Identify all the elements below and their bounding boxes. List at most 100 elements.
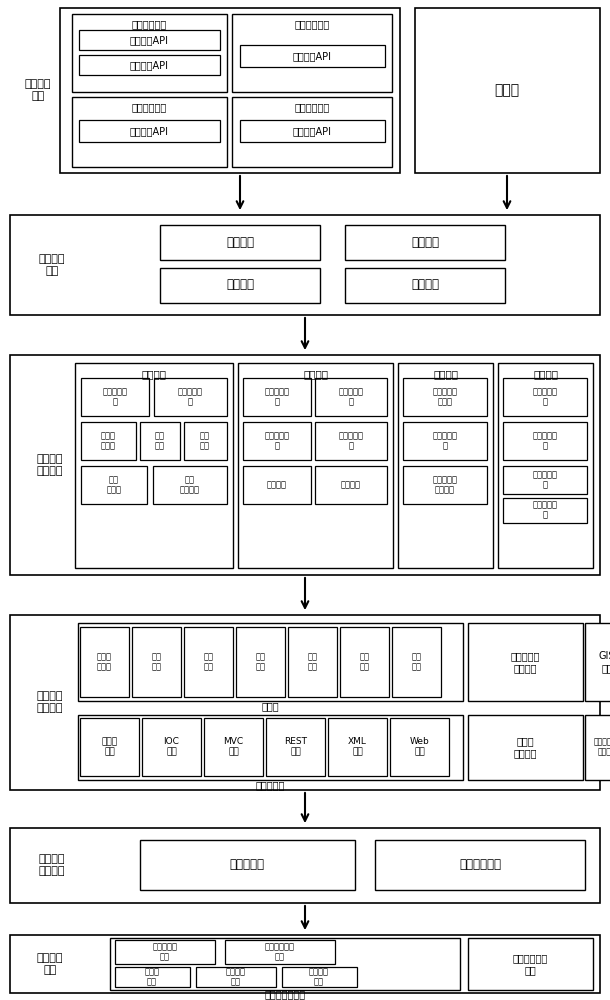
Bar — [160, 268, 320, 303]
Bar — [345, 225, 505, 260]
Text: 提取属
性信息: 提取属 性信息 — [101, 431, 115, 451]
Bar — [184, 627, 233, 697]
Bar — [340, 627, 389, 697]
Text: 获取统计数
据: 获取统计数 据 — [533, 431, 558, 451]
Bar — [10, 828, 600, 903]
Bar — [282, 967, 357, 987]
Text: 数据管理
缓存: 数据管理 缓存 — [39, 254, 65, 276]
Bar — [78, 715, 463, 780]
Text: 文件系统管理
实现: 文件系统管理 实现 — [512, 953, 548, 975]
Bar — [398, 363, 493, 568]
Bar — [390, 718, 449, 776]
Text: 触发器: 触发器 — [495, 83, 520, 97]
Text: 更新
数据: 更新 数据 — [200, 431, 210, 451]
Text: 数据库访问: 数据库访问 — [229, 858, 265, 871]
Text: 加载检索策
略: 加载检索策 略 — [339, 387, 364, 407]
Bar — [415, 8, 600, 173]
Bar — [140, 422, 180, 460]
Bar — [468, 623, 583, 701]
Text: 文件
装配: 文件 装配 — [359, 652, 370, 672]
Bar — [232, 97, 392, 167]
Bar — [392, 627, 441, 697]
Bar — [315, 466, 387, 504]
Bar — [10, 615, 600, 790]
Bar — [81, 422, 136, 460]
Bar — [142, 718, 201, 776]
Text: 文件系统访问: 文件系统访问 — [459, 858, 501, 871]
Bar — [140, 840, 355, 890]
Text: 数据管理
资源: 数据管理 资源 — [25, 79, 51, 101]
Text: Web
容器: Web 容器 — [410, 737, 429, 757]
Bar — [132, 627, 181, 697]
Text: 统计分析数
据: 统计分析数 据 — [533, 500, 558, 520]
Bar — [403, 378, 487, 416]
Text: 分布式流程
调度服务: 分布式流程 调度服务 — [511, 651, 540, 673]
Text: 建立
索引: 建立 索引 — [155, 431, 165, 451]
Bar — [80, 627, 129, 697]
Bar — [160, 225, 320, 260]
Bar — [266, 718, 325, 776]
Bar — [79, 55, 220, 75]
Bar — [79, 30, 220, 50]
Bar — [153, 466, 227, 504]
Bar — [345, 268, 505, 303]
Bar — [10, 355, 600, 575]
Text: 数据管理
数据访问: 数据管理 数据访问 — [39, 854, 65, 876]
Bar — [503, 422, 587, 460]
Text: 解析统计条
件: 解析统计条 件 — [533, 387, 558, 407]
Text: 数据管理
基础服务: 数据管理 基础服务 — [37, 691, 63, 713]
Bar — [60, 8, 400, 173]
Text: 数据提取: 数据提取 — [433, 369, 458, 379]
Text: 文件
验证: 文件 验证 — [256, 652, 265, 672]
Bar — [243, 466, 311, 504]
Text: 数据归档: 数据归档 — [142, 369, 167, 379]
Bar — [75, 363, 233, 568]
Bar — [238, 363, 393, 568]
Text: 数据统计API: 数据统计API — [293, 126, 332, 136]
Bar — [81, 378, 149, 416]
Text: 读取数据文
件: 读取数据文 件 — [432, 431, 458, 451]
Text: 空间数据
模型: 空间数据 模型 — [309, 967, 329, 987]
Text: 分发缓存: 分发缓存 — [411, 235, 439, 248]
Text: 第三方框架: 第三方框架 — [256, 780, 285, 790]
Bar — [468, 715, 583, 780]
Text: 数据检索API: 数据检索API — [293, 51, 332, 61]
Bar — [288, 627, 337, 697]
Bar — [503, 466, 587, 494]
Bar — [315, 422, 387, 460]
Bar — [403, 466, 487, 504]
Bar — [503, 498, 587, 523]
Bar — [315, 378, 387, 416]
Bar — [240, 45, 385, 67]
Text: 软插件
总线服务: 软插件 总线服务 — [514, 736, 537, 758]
Bar — [81, 466, 147, 504]
Bar — [79, 120, 220, 142]
Bar — [503, 378, 587, 416]
Text: 命令缓存: 命令缓存 — [411, 278, 439, 292]
Text: 提取数据: 提取数据 — [341, 481, 361, 489]
Text: 数据提取API: 数据提取API — [130, 126, 169, 136]
Bar — [243, 378, 311, 416]
Text: 目录数据
模型: 目录数据 模型 — [226, 967, 246, 987]
Text: 检索数据存
储位置: 检索数据存 储位置 — [432, 387, 458, 407]
Text: 数据管理
业务服务: 数据管理 业务服务 — [37, 454, 63, 476]
Bar — [110, 938, 460, 990]
Text: 建立索引API: 建立索引API — [130, 35, 169, 45]
Bar — [184, 422, 227, 460]
Bar — [72, 14, 227, 92]
Text: 浏览数据: 浏览数据 — [267, 481, 287, 489]
Text: XML
框架: XML 框架 — [348, 737, 367, 757]
Bar — [204, 718, 263, 776]
Bar — [232, 14, 392, 92]
Text: 数据任务单
模型: 数据任务单 模型 — [152, 942, 178, 962]
Bar — [468, 938, 593, 990]
Bar — [240, 120, 385, 142]
Text: 归档
元数据: 归档 元数据 — [107, 475, 121, 495]
Bar — [225, 940, 335, 964]
Text: 元数据
模型: 元数据 模型 — [145, 967, 159, 987]
Bar — [498, 363, 593, 568]
Bar — [585, 623, 610, 701]
Bar — [196, 967, 276, 987]
Text: 数据统计功能: 数据统计功能 — [295, 102, 329, 112]
Bar — [80, 718, 139, 776]
